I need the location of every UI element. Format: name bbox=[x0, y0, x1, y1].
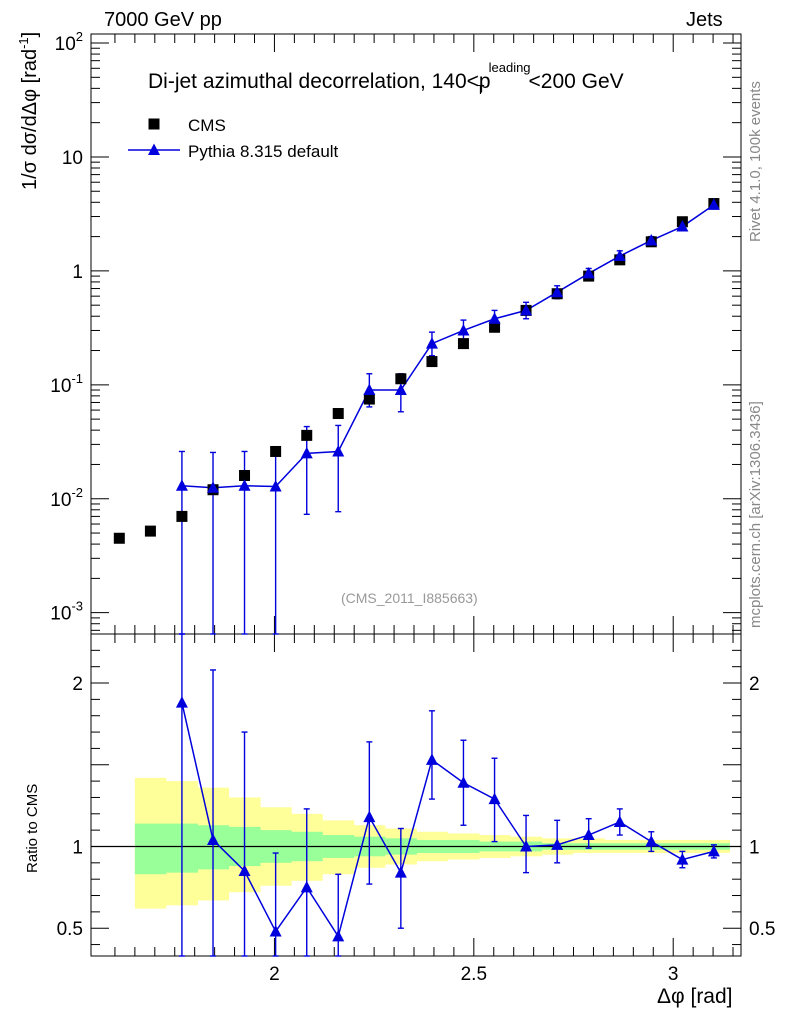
cms-point bbox=[113, 532, 125, 544]
watermark: (CMS_2011_I885663) bbox=[341, 590, 478, 606]
pythia-point bbox=[300, 446, 313, 459]
x-axis-label: Δφ [rad] bbox=[657, 985, 733, 1008]
y-tick-label: 102 bbox=[55, 29, 83, 55]
ratio-y-tick-label: 1 bbox=[72, 837, 83, 858]
chart-title-text: Di-jet azimuthal decorrelation, 140<plea… bbox=[148, 60, 624, 97]
ratio-point bbox=[175, 696, 188, 708]
pythia-point bbox=[645, 233, 658, 246]
ratio-line bbox=[181, 702, 715, 939]
cms-point bbox=[176, 510, 188, 522]
ratio-point bbox=[269, 924, 282, 937]
axis-ticks bbox=[91, 34, 741, 956]
axis-tick-labels: 2 2.5 3 10-3 10-2 10-1 1 10 102 0.5 0.5 1 1 2 2 bbox=[50, 29, 775, 985]
cms-point bbox=[457, 338, 469, 350]
pythia-point bbox=[520, 303, 533, 316]
ratio-point bbox=[707, 844, 720, 857]
cms-point bbox=[332, 408, 344, 420]
ratio-panel-marks bbox=[175, 633, 720, 957]
x-tick-label: 3 bbox=[668, 964, 679, 985]
ratio-y-tick-label-right: 1 bbox=[749, 837, 760, 858]
cms-point bbox=[270, 445, 282, 457]
pythia-point bbox=[676, 220, 689, 232]
pythia-point bbox=[269, 480, 282, 492]
ratio-y-tick-label: 0.5 bbox=[57, 919, 83, 940]
cms-point bbox=[426, 356, 438, 368]
ratio-band-inner bbox=[134, 823, 167, 875]
cms-point bbox=[301, 429, 313, 441]
pythia-point bbox=[238, 479, 251, 491]
pythia-point bbox=[613, 249, 626, 262]
ratio-y-axis-label: Ratio to CMS bbox=[24, 783, 41, 873]
x-tick-label: 2 bbox=[269, 964, 280, 985]
ratio-point bbox=[676, 853, 689, 865]
legend-pythia-label: Pythia 8.315 default bbox=[188, 142, 339, 161]
ratio-point bbox=[238, 864, 251, 877]
ratio-point bbox=[488, 792, 501, 805]
ratio-point bbox=[300, 880, 313, 893]
legend: CMS Pythia 8.315 default bbox=[128, 116, 339, 161]
y-tick-label: 10-2 bbox=[50, 485, 83, 511]
ratio-point bbox=[582, 828, 595, 841]
pythia-point bbox=[582, 266, 595, 279]
y-axis-label-text: 1/σ dσ/dΔφ [rad-1] bbox=[16, 32, 41, 190]
y-tick-label: 10-3 bbox=[50, 599, 83, 625]
header-left: 7000 GeV pp bbox=[104, 9, 222, 31]
legend-cms-label: CMS bbox=[188, 116, 226, 135]
ratio-point bbox=[332, 929, 345, 942]
ratio-point bbox=[645, 835, 658, 847]
ratio-point bbox=[551, 838, 564, 850]
chart-title: Di-jet azimuthal decorrelation, 140<plea… bbox=[148, 60, 624, 97]
cms-point bbox=[144, 525, 156, 537]
ratio-y-tick-label-right: 2 bbox=[749, 674, 760, 695]
plot-frames bbox=[90, 33, 742, 957]
ratio-point bbox=[457, 776, 470, 788]
pythia-point bbox=[551, 285, 564, 298]
pythia-point bbox=[363, 383, 376, 396]
ratio-point bbox=[363, 810, 376, 823]
main-panel-marks bbox=[113, 198, 720, 635]
mcplots-label: mcplots.cern.ch [arXiv:1306.3436] bbox=[747, 401, 764, 628]
pythia-point bbox=[207, 481, 220, 493]
rivet-version-label: Rivet 4.1.0, 100k events bbox=[747, 81, 764, 242]
y-tick-label: 10-1 bbox=[50, 371, 83, 397]
ratio-point bbox=[613, 815, 626, 827]
y-tick-label: 10 bbox=[62, 148, 83, 169]
pythia-line bbox=[181, 204, 715, 489]
ratio-point bbox=[207, 833, 220, 845]
ratio-point bbox=[520, 839, 533, 852]
pythia-point bbox=[425, 337, 438, 349]
y-tick-label: 1 bbox=[72, 262, 83, 283]
cms-point bbox=[395, 373, 407, 385]
cms-point bbox=[363, 393, 375, 405]
pythia-point bbox=[457, 323, 470, 336]
legend-pythia-marker bbox=[148, 143, 160, 155]
pythia-point bbox=[707, 198, 720, 210]
header-right: Jets bbox=[686, 9, 723, 31]
ratio-y-tick-label-right: 0.5 bbox=[749, 919, 775, 940]
ratio-point bbox=[425, 753, 438, 765]
cms-point bbox=[489, 321, 501, 333]
pythia-point bbox=[332, 444, 345, 457]
ratio-panel-frame bbox=[90, 633, 742, 957]
pythia-point bbox=[394, 383, 407, 396]
y-axis-label: 1/σ dσ/dΔφ [rad-1] bbox=[16, 32, 41, 190]
pythia-point bbox=[488, 312, 501, 324]
ratio-point bbox=[394, 866, 407, 878]
cms-point bbox=[239, 469, 251, 481]
ratio-y-tick-label: 2 bbox=[72, 674, 83, 695]
x-tick-label: 2.5 bbox=[461, 964, 487, 985]
pythia-point bbox=[175, 479, 188, 491]
legend-cms-marker bbox=[148, 118, 160, 130]
